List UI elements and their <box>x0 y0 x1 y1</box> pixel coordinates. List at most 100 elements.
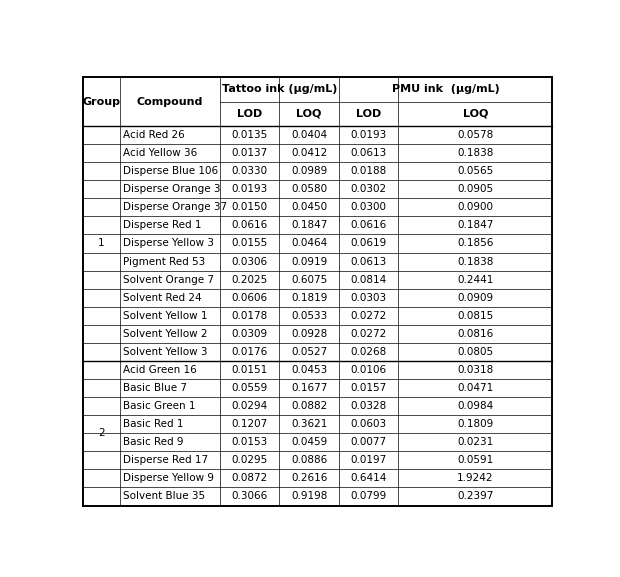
Text: Acid Green 16: Acid Green 16 <box>123 365 197 375</box>
Text: LOQ: LOQ <box>296 109 322 119</box>
Text: 0.0928: 0.0928 <box>291 329 327 339</box>
Text: 0.2025: 0.2025 <box>231 275 268 284</box>
Text: PMU ink  (μg/mL): PMU ink (μg/mL) <box>392 84 500 95</box>
Text: LOD: LOD <box>356 109 381 119</box>
Text: 0.0616: 0.0616 <box>231 220 268 230</box>
Text: 1.9242: 1.9242 <box>457 473 494 484</box>
Text: 0.0150: 0.0150 <box>231 203 268 212</box>
Text: 0.0606: 0.0606 <box>231 293 268 303</box>
Text: 0.0882: 0.0882 <box>291 401 327 411</box>
Text: 0.1838: 0.1838 <box>457 257 494 267</box>
Text: 0.0453: 0.0453 <box>291 365 327 375</box>
Text: 0.2441: 0.2441 <box>457 275 494 284</box>
Text: 1: 1 <box>98 238 105 249</box>
Text: 0.0450: 0.0450 <box>291 203 327 212</box>
Text: 0.1856: 0.1856 <box>457 238 494 249</box>
Text: 0.0272: 0.0272 <box>350 311 387 321</box>
Text: 0.0188: 0.0188 <box>350 166 387 176</box>
Text: 0.0157: 0.0157 <box>350 383 387 393</box>
Text: Acid Red 26: Acid Red 26 <box>123 130 185 140</box>
Text: 0.0294: 0.0294 <box>231 401 268 411</box>
Text: Disperse Blue 106: Disperse Blue 106 <box>123 166 218 176</box>
Text: 0.0591: 0.0591 <box>457 455 494 466</box>
Text: 0.0318: 0.0318 <box>457 365 494 375</box>
Text: 0.0580: 0.0580 <box>291 184 327 194</box>
Text: Disperse Red 1: Disperse Red 1 <box>123 220 202 230</box>
Text: 0.6075: 0.6075 <box>291 275 327 284</box>
Text: 0.0153: 0.0153 <box>231 437 268 447</box>
Text: 0.0193: 0.0193 <box>231 184 268 194</box>
Text: 0.0872: 0.0872 <box>231 473 268 484</box>
Text: Disperse Yellow 9: Disperse Yellow 9 <box>123 473 214 484</box>
Text: Tattoo ink (μg/mL): Tattoo ink (μg/mL) <box>221 84 337 95</box>
Text: 0.0330: 0.0330 <box>231 166 268 176</box>
Text: Disperse Orange 37: Disperse Orange 37 <box>123 203 228 212</box>
Text: 0.0613: 0.0613 <box>350 257 387 267</box>
Text: Disperse Orange 3: Disperse Orange 3 <box>123 184 221 194</box>
Text: 0.0533: 0.0533 <box>291 311 327 321</box>
Text: 0.2397: 0.2397 <box>457 492 494 501</box>
Text: 0.0272: 0.0272 <box>350 329 387 339</box>
Text: LOD: LOD <box>237 109 262 119</box>
Text: Acid Yellow 36: Acid Yellow 36 <box>123 148 197 158</box>
Text: 0.0565: 0.0565 <box>457 166 494 176</box>
Text: 0.0989: 0.0989 <box>291 166 327 176</box>
Text: 0.1847: 0.1847 <box>457 220 494 230</box>
Text: 0.1677: 0.1677 <box>291 383 327 393</box>
Text: 0.0578: 0.0578 <box>457 130 494 140</box>
Text: 0.0178: 0.0178 <box>231 311 268 321</box>
Text: 0.0231: 0.0231 <box>457 437 494 447</box>
Text: 0.0412: 0.0412 <box>291 148 327 158</box>
Text: Pigment Red 53: Pigment Red 53 <box>123 257 205 267</box>
Text: Solvent Red 24: Solvent Red 24 <box>123 293 202 303</box>
Text: Compound: Compound <box>136 96 203 107</box>
Text: 0.0077: 0.0077 <box>350 437 387 447</box>
Text: 0.0302: 0.0302 <box>350 184 387 194</box>
Text: 0.0464: 0.0464 <box>291 238 327 249</box>
Text: Disperse Yellow 3: Disperse Yellow 3 <box>123 238 214 249</box>
Text: Basic Green 1: Basic Green 1 <box>123 401 196 411</box>
Text: 0.0155: 0.0155 <box>231 238 268 249</box>
Text: Group: Group <box>82 96 120 107</box>
Text: 0.0176: 0.0176 <box>231 347 268 357</box>
Text: 0.2616: 0.2616 <box>291 473 327 484</box>
Text: LOQ: LOQ <box>463 109 488 119</box>
Text: 0.0295: 0.0295 <box>231 455 268 466</box>
Text: 0.0616: 0.0616 <box>350 220 387 230</box>
Text: 0.1838: 0.1838 <box>457 148 494 158</box>
Text: 0.0328: 0.0328 <box>350 401 387 411</box>
Text: 0.9198: 0.9198 <box>291 492 327 501</box>
Text: Solvent Yellow 3: Solvent Yellow 3 <box>123 347 208 357</box>
Text: 0.3066: 0.3066 <box>231 492 268 501</box>
Text: 0.0197: 0.0197 <box>350 455 387 466</box>
Text: 0.0527: 0.0527 <box>291 347 327 357</box>
Text: Solvent Yellow 1: Solvent Yellow 1 <box>123 311 208 321</box>
Text: Solvent Yellow 2: Solvent Yellow 2 <box>123 329 208 339</box>
Text: 0.0193: 0.0193 <box>350 130 387 140</box>
Text: 0.0300: 0.0300 <box>351 203 387 212</box>
Text: 0.0816: 0.0816 <box>457 329 494 339</box>
Text: 0.1207: 0.1207 <box>231 419 268 429</box>
Text: 0.0268: 0.0268 <box>350 347 387 357</box>
Text: 0.0106: 0.0106 <box>350 365 387 375</box>
Text: 0.0613: 0.0613 <box>350 148 387 158</box>
Text: 0.0619: 0.0619 <box>350 238 387 249</box>
Text: 0.1847: 0.1847 <box>291 220 327 230</box>
Text: 0.0309: 0.0309 <box>231 329 268 339</box>
Text: Basic Red 1: Basic Red 1 <box>123 419 184 429</box>
Text: 0.0814: 0.0814 <box>350 275 387 284</box>
Text: 0.0815: 0.0815 <box>457 311 494 321</box>
Text: 0.0459: 0.0459 <box>291 437 327 447</box>
Text: Solvent Orange 7: Solvent Orange 7 <box>123 275 214 284</box>
Text: 0.0303: 0.0303 <box>350 293 387 303</box>
Text: 0.0805: 0.0805 <box>458 347 494 357</box>
Text: 0.0306: 0.0306 <box>231 257 268 267</box>
Text: 0.1819: 0.1819 <box>291 293 327 303</box>
Text: 0.0559: 0.0559 <box>231 383 268 393</box>
Text: 0.0137: 0.0137 <box>231 148 268 158</box>
Text: Basic Blue 7: Basic Blue 7 <box>123 383 187 393</box>
Text: 2: 2 <box>98 428 105 439</box>
Text: 0.0471: 0.0471 <box>457 383 494 393</box>
Text: 0.3621: 0.3621 <box>291 419 327 429</box>
Text: 0.0404: 0.0404 <box>291 130 327 140</box>
